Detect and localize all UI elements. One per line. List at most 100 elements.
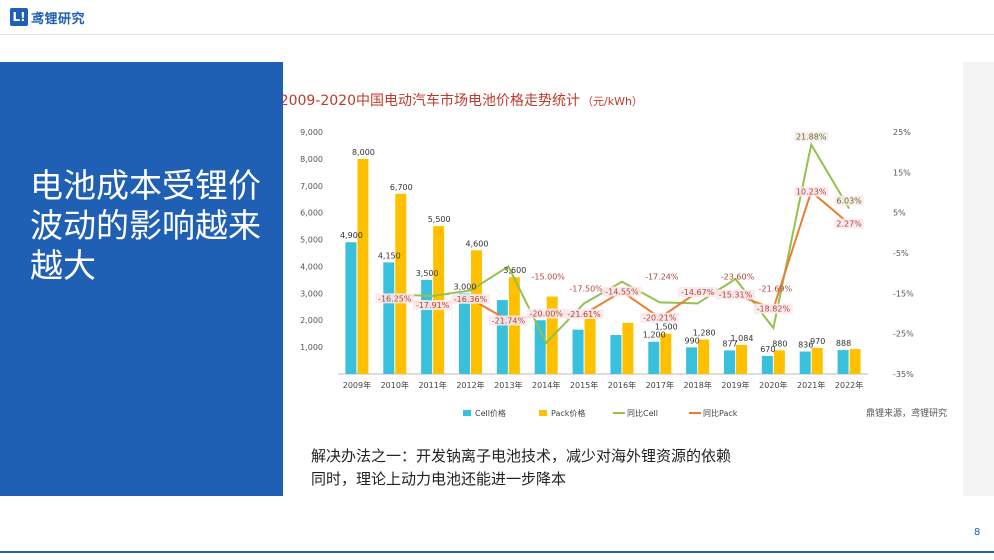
cell-price-bar (459, 293, 470, 374)
x-tick-label: 2012年 (456, 380, 484, 390)
pack-bar-label: 880 (772, 339, 787, 348)
pack-yoy-label-bg (564, 309, 604, 320)
pack-price-bar (471, 250, 482, 374)
pack-yoy-label: -15.31% (719, 291, 753, 300)
chart-title: 2009-2020中国电动汽车市场电池价格走势统计 (283, 92, 580, 109)
cell-price-bar (837, 350, 849, 374)
cell-price-bar (383, 262, 395, 374)
caption-line-2: 同时，理论上动力电池还能进一步降本 (311, 470, 567, 488)
left-tick-label: 2,000 (300, 316, 323, 325)
right-tick-label: 15% (893, 168, 911, 177)
logo-text: 鸢锂研究 (31, 11, 86, 27)
cell-yoy-label-bg (834, 195, 864, 206)
legend: Cell价格 Pack价格 同比Cell 同比Pack (463, 408, 738, 418)
pack-yoy-label: -21.61% (567, 310, 601, 319)
pack-yoy-label: 10.23% (796, 188, 827, 197)
pack-price-bar (698, 339, 710, 374)
cell-bar-label: 670 (760, 345, 775, 354)
cell-yoy-label: 21.88% (796, 133, 827, 142)
x-tick-label: 2010年 (381, 380, 409, 390)
pack-price-bar (357, 158, 369, 374)
cell-yoy-label-bg (794, 131, 829, 142)
pack-price-bar (773, 350, 785, 374)
left-tick-label: 3,000 (300, 289, 323, 298)
left-tick-label: 7,000 (300, 182, 323, 191)
cell-bar-label: 3,000 (454, 282, 477, 291)
pack-price-bar (660, 333, 672, 374)
pack-yoy-label-bg (602, 286, 642, 297)
x-tick-label: 2022年 (835, 380, 863, 390)
pack-price-bar (736, 344, 747, 374)
x-tick-label: 2009年 (343, 380, 371, 390)
pack-yoy-label: -18.82% (757, 305, 791, 314)
right-axis: 25% 15% 5% -5% -15% -25% -35% (893, 128, 914, 379)
left-panel (0, 62, 283, 496)
pack-yoy-label: -21.74% (492, 317, 526, 326)
pack-yoy-label-bg (640, 312, 680, 323)
pack-yoy-label-bg (753, 303, 793, 314)
pack-yoy-label: -14.67% (681, 288, 715, 297)
cell-price-bar (345, 242, 357, 374)
right-tick-label: 25% (893, 128, 911, 137)
pack-price-bar (508, 277, 520, 374)
extra-yoy-label: -23.60% (721, 272, 755, 281)
extra-yoy-label: -15.00% (532, 272, 566, 281)
legend-label: 同比Cell (627, 408, 658, 418)
legend-label: Pack价格 (551, 408, 585, 418)
extra-yoy-label: -17.50% (569, 284, 603, 293)
extra-yoy-label: -17.24% (645, 272, 679, 281)
pack-bar-label: 970 (810, 337, 825, 346)
page-number: 8 (974, 527, 981, 538)
right-tick-label: -35% (893, 370, 914, 379)
top-bar: L! 鸢锂研究 (0, 0, 994, 35)
cell-yoy-label: 6.03% (836, 197, 862, 206)
pack-price-bar (849, 349, 861, 374)
left-tick-label: 9,000 (300, 128, 323, 137)
right-tick-label: -25% (893, 330, 914, 339)
x-tick-label: 2013年 (494, 380, 522, 390)
caption: 解决办法之一：开发钠离子电池技术，减少对海外锂资源的依赖 同时，理论上动力电池还… (311, 445, 731, 491)
pack-yoy-label: 2.27% (836, 220, 862, 229)
pack-price-bar (622, 322, 634, 374)
x-tick-label: 2014年 (532, 380, 560, 390)
pack-yoy-label-bg (488, 315, 528, 326)
cell-price-bar (761, 355, 773, 374)
left-tick-label: 8,000 (300, 155, 323, 164)
legend-swatch (463, 410, 471, 416)
cell-price-bar (799, 351, 811, 374)
left-tick-label: 6,000 (300, 209, 323, 218)
pack-bar-label: 5,500 (428, 215, 451, 224)
cell-price-bar (724, 350, 735, 374)
pack-yoy-label-bg (375, 293, 415, 304)
pack-price-bar (811, 347, 823, 374)
pack-bar-label: 1,084 (731, 334, 754, 343)
logo: L! 鸢锂研究 (10, 7, 85, 27)
right-tick-label: -15% (893, 289, 914, 298)
cell-bar-label: 990 (685, 336, 700, 345)
cell-price-bar (496, 300, 508, 374)
pack-price-bar (395, 193, 407, 374)
pack-yoy-label: -20.00% (530, 310, 564, 319)
bottom-rule (0, 551, 994, 553)
x-tick-label: 2021年 (797, 380, 825, 390)
chart-title-unit: （元/kWh） (582, 95, 643, 108)
pack-yoy-label-bg (413, 300, 453, 311)
battery-price-chart: 2009-2020中国电动汽车市场电池价格走势统计 （元/kWh） 9,000 8… (280, 92, 947, 419)
pack-yoy-label: -16.36% (454, 295, 488, 304)
x-tick-label: 2011年 (418, 380, 446, 390)
right-tick-label: 5% (893, 209, 906, 218)
x-axis: 2009年 2010年 2011年 2012年 2013年 2014年 2015年 2016年… (343, 380, 864, 390)
cell-bar-label: 836 (798, 341, 813, 350)
cell-bar-label: 4,150 (378, 251, 401, 260)
x-tick-label: 2016年 (608, 380, 636, 390)
pack-bar-label: 3,600 (503, 266, 526, 275)
cell-bar-label: 3,500 (416, 269, 439, 278)
x-tick-label: 2020年 (759, 380, 787, 390)
x-tick-label: 2015年 (570, 380, 598, 390)
pack-yoy-label: -14.55% (605, 288, 639, 297)
pack-yoy-label: -20.21% (643, 314, 677, 323)
cell-price-bar (610, 335, 622, 374)
left-tick-label: 1,000 (300, 343, 323, 352)
pack-yoy-label-bg (526, 308, 566, 319)
cell-yoy-line (394, 141, 850, 345)
